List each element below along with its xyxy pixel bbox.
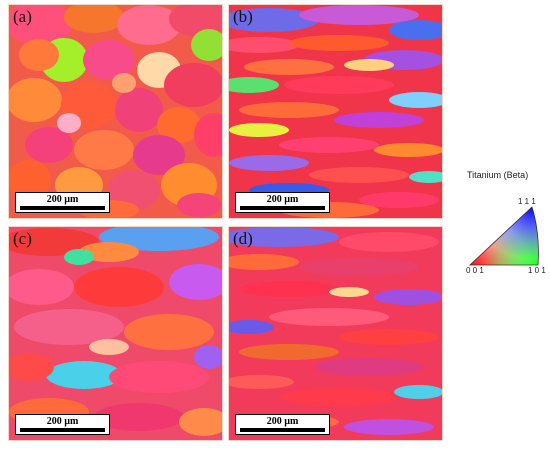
ebsd-map-a: (a) 200 µm xyxy=(8,4,223,219)
ebsd-map-c: (c) 200 µm xyxy=(8,226,223,441)
ipf-color-triangle xyxy=(468,206,539,266)
ebsd-map-a-image xyxy=(9,5,222,218)
scale-text-a: 200 µm xyxy=(46,194,79,205)
ebsd-map-c-image xyxy=(9,227,222,440)
scale-bar-d: 200 µm xyxy=(235,414,330,435)
panel-label-d: (d) xyxy=(233,229,253,248)
ebsd-map-d: (d) 200 µm xyxy=(228,226,443,441)
ebsd-map-b-image xyxy=(229,5,442,218)
scale-bar-a: 200 µm xyxy=(15,192,110,213)
legend-label-101: 1 0 1 xyxy=(528,266,546,275)
panel-label-a: (a) xyxy=(13,7,32,26)
ebsd-map-b: (b) 200 µm xyxy=(228,4,443,219)
scale-bar-b: 200 µm xyxy=(235,192,330,213)
scale-bar-c: 200 µm xyxy=(15,414,110,435)
legend-label-001: 0 0 1 xyxy=(466,266,484,275)
scale-line-b xyxy=(240,206,325,210)
scale-text-b: 200 µm xyxy=(266,194,299,205)
panel-label-b: (b) xyxy=(233,7,253,26)
scale-line-d xyxy=(240,428,325,432)
legend-label-111: 1 1 1 xyxy=(518,197,536,206)
scale-line-c xyxy=(20,428,105,432)
panel-label-c: (c) xyxy=(13,229,32,248)
scale-text-d: 200 µm xyxy=(266,416,299,427)
legend-title: Titanium (Beta) xyxy=(467,170,529,180)
scale-line-a xyxy=(20,206,105,210)
scale-text-c: 200 µm xyxy=(46,416,79,427)
ebsd-map-d-image xyxy=(229,227,442,440)
